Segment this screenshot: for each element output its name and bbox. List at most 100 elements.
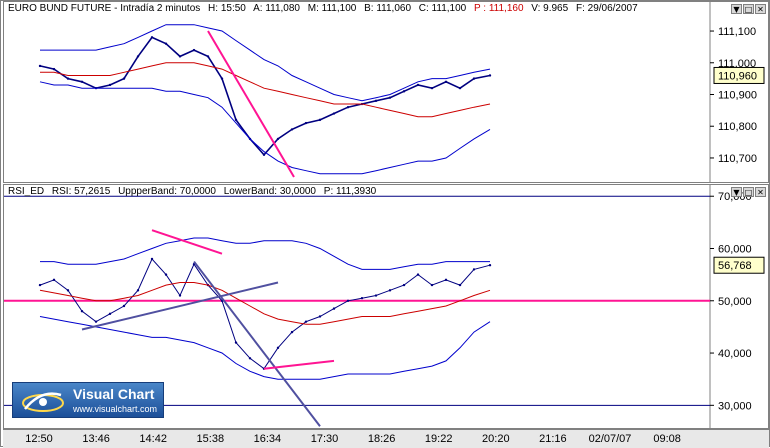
data-point [150,36,154,39]
time-axis: 12:50 13:46 14:42 15:38 16:34 17:30 18:26 19:22… [3,429,769,448]
data-point [374,99,378,103]
data-point [430,283,434,287]
data-point [178,294,182,297]
maximize-button[interactable]: □ [743,187,754,197]
data-point [346,105,350,109]
data-point [488,264,492,267]
data-point [318,118,322,122]
data-point [80,80,84,84]
series-banda-superior [40,237,490,270]
maximize-button[interactable]: □ [743,4,754,14]
data-point [276,346,280,350]
last-value-box [713,66,765,84]
data-point [136,289,140,292]
y-tick-label: 60,000 [718,244,752,256]
price-chart[interactable]: 111,100 111,000 110,900 110,800 110,700 110,9… [4,2,768,182]
hour-value: H: 15:50 [208,3,246,14]
logo-url: www.visualchart.com [73,404,158,414]
rsi-upper-band: UppperBand: 70,0000 [118,186,216,197]
x-tick-label: 17:30 [310,433,339,445]
data-point [276,137,280,141]
instrument-title: EURO BUND FUTURE - Intradía 2 minutos [8,3,201,14]
collapse-button[interactable]: ▼ [731,4,742,14]
y-tick-label: 110,700 [718,153,757,165]
logo-title: Visual Chart [73,386,155,402]
data-point [52,278,56,282]
data-point [444,80,448,84]
rsi-lower-band: LowerBand: 30,0000 [223,186,316,197]
data-point [430,86,434,90]
close-button[interactable]: ✕ [755,4,766,14]
logo-swoosh-icon [22,392,64,412]
y-tick-label: 50,000 [718,296,752,308]
y-tick-label: 70,000 [718,191,752,203]
date-value: F: 29/06/2007 [575,3,638,14]
data-point [488,74,492,77]
rsi-chart[interactable]: 70,000 60,000 50,000 40,000 30,000 56,768 [4,185,768,428]
data-point [234,341,238,344]
x-tick-label: 14:42 [139,433,167,445]
x-tick-label: 16:34 [253,433,282,445]
x-tick-label: 15:38 [196,433,225,445]
trendline [207,30,295,178]
data-point [346,299,350,302]
low-value: B: 111,060 [364,3,411,14]
x-tick-label: 21:16 [539,433,567,445]
trendline [151,229,223,255]
price-panel[interactable]: 111,100 111,000 110,900 110,800 110,700 110,9… [3,1,769,183]
data-point [388,96,392,99]
data-point [290,128,294,131]
data-point [108,83,112,87]
rsi-window-buttons: ▼ □ ✕ [731,187,766,197]
data-point [416,273,420,276]
data-point [444,278,448,282]
x-tick-label: 18:26 [367,433,396,445]
data-point [94,320,98,323]
data-point [136,55,140,58]
x-tick-label: 19:22 [424,433,453,445]
data-point [80,310,84,313]
data-point [262,153,266,156]
y-tick-label: 111,100 [718,26,756,38]
data-point [52,67,56,71]
close-value: C: 111,100 [418,3,467,14]
data-point [472,77,476,80]
close-button[interactable]: ✕ [755,187,766,197]
last-value-label: 56,768 [718,260,752,272]
data-point [192,48,196,52]
data-point [248,357,252,360]
trendline [81,281,279,331]
data-point [472,268,476,271]
data-point [304,320,308,323]
data-point [416,83,420,87]
trendline [193,260,321,427]
y-tick-label: 110,900 [718,90,757,102]
collapse-button[interactable]: ▼ [731,187,742,197]
last-value-label: 110,960 [718,70,757,82]
y-tick-label: 30,000 [718,400,752,412]
last-value-box [713,256,765,274]
rsi-p-value: P: 111,3930 [323,186,377,197]
series-banda-superior [40,24,491,102]
x-tick-label: 13:46 [82,433,110,445]
visual-chart-logo: Visual Chart www.visualchart.com [12,382,164,418]
data-point [360,296,364,300]
data-point [234,118,238,122]
data-point [304,121,308,125]
rsi-value: RSI: 57,2615 [51,186,111,197]
data-point [66,77,70,80]
data-point [458,283,462,287]
y-tick-label: 40,000 [718,348,752,360]
series-media [39,282,491,325]
price-header: EURO BUND FUTURE - Intradía 2 minutos H:… [8,3,643,14]
high-value: M: 111,100 [307,3,357,14]
y-tick-label: 111,000 [718,58,756,70]
data-point [290,330,294,334]
data-point [388,289,392,292]
series-banda-inferior [39,81,491,175]
data-point [122,304,126,308]
data-point [374,294,378,297]
data-point [150,257,154,261]
data-point [164,42,168,45]
